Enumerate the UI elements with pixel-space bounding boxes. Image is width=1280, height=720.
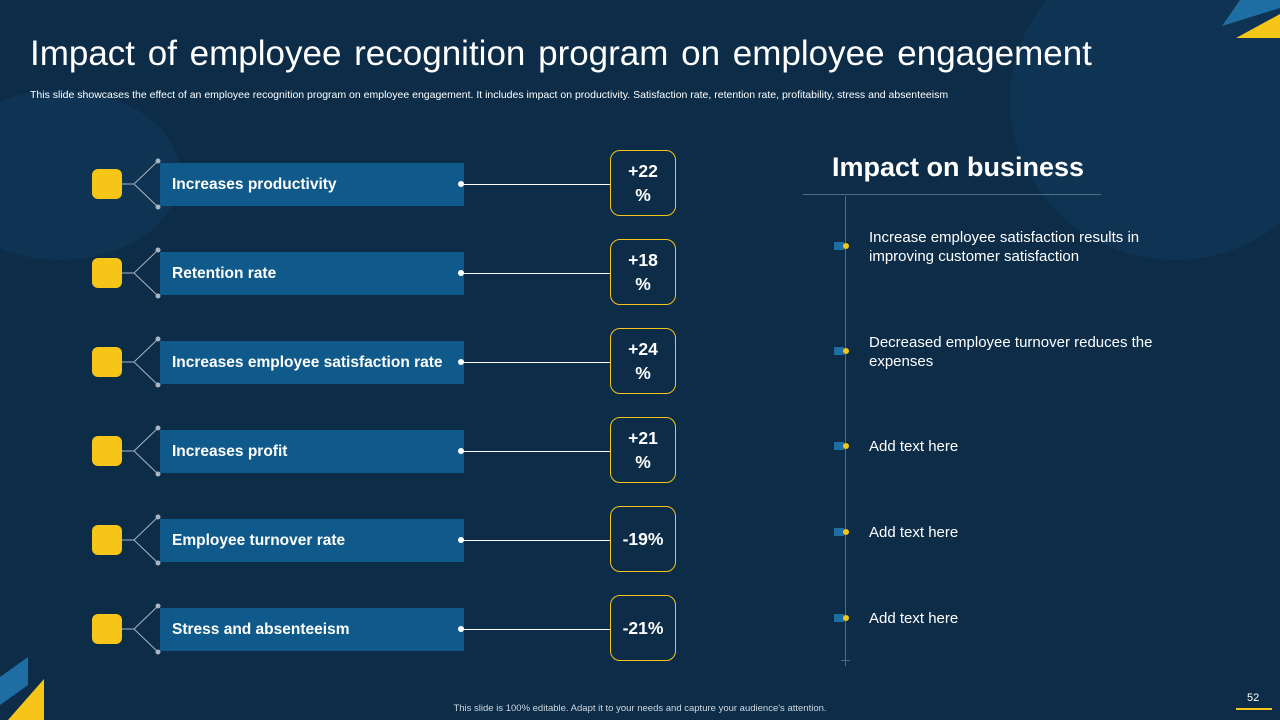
branch-connector-icon [122, 603, 161, 655]
timeline-bullet-icon [834, 440, 852, 452]
connector-dot [458, 270, 464, 276]
timeline-end-tick [841, 660, 850, 661]
metric-value-box: +24 % [610, 328, 676, 394]
yellow-square-icon [92, 347, 122, 377]
metric-label-box: Employee turnover rate [160, 519, 464, 562]
timeline-bullet-icon [834, 526, 852, 538]
section-divider [803, 194, 1101, 195]
metric-label: Increases employee satisfaction rate [172, 353, 443, 371]
branch-connector-icon [122, 514, 161, 566]
business-section-title: Impact on business [832, 152, 1085, 182]
connector-dot [458, 181, 464, 187]
metric-value: -21% [622, 618, 664, 638]
metric-label: Stress and absenteeism [172, 620, 350, 638]
yellow-square-icon [92, 614, 122, 644]
connector-dot [458, 626, 464, 632]
metric-value: -19% [622, 529, 664, 549]
page-number-underline [1236, 708, 1272, 710]
metric-row: Increases productivity +22 % [0, 149, 700, 219]
metric-label: Retention rate [172, 264, 277, 282]
metric-label-box: Increases profit [160, 430, 464, 473]
yellow-square-icon [92, 169, 122, 199]
connector-line [461, 273, 611, 274]
metric-label-box: Increases productivity [160, 163, 464, 206]
metric-value: +24 % [628, 339, 658, 383]
yellow-square-icon [92, 258, 122, 288]
corner-decoration-top-right [1222, 0, 1280, 38]
connector-line [461, 362, 611, 363]
business-item: Add text here [869, 438, 959, 455]
slide-title: Impact of employee recognition program o… [30, 34, 1092, 73]
metric-value-box: -21% [610, 595, 676, 661]
branch-connector-icon [122, 336, 161, 388]
metric-label: Increases profit [172, 442, 288, 460]
business-item: Add text here [869, 610, 959, 627]
page-number: 52 [1247, 692, 1260, 704]
metric-label-box: Retention rate [160, 252, 464, 295]
metric-label-box: Stress and absenteeism [160, 608, 464, 651]
metric-value-box: -19% [610, 506, 676, 572]
timeline-bullet-icon [834, 612, 852, 624]
footer-note: This slide is 100% editable. Adapt it to… [453, 703, 827, 714]
metric-row: Employee turnover rate -19% [0, 505, 700, 575]
metric-value: +21 % [628, 428, 658, 472]
corner-decoration-bottom-left [0, 657, 44, 720]
connector-line [461, 629, 611, 630]
metric-value-box: +18 % [610, 239, 676, 305]
connector-dot [458, 537, 464, 543]
connector-dot [458, 359, 464, 365]
metric-label: Increases productivity [172, 175, 337, 193]
business-item: Increase employee satisfaction results i… [869, 229, 1140, 265]
metric-row: Stress and absenteeism -21% [0, 594, 700, 664]
timeline-bullet-icon [834, 240, 852, 252]
yellow-square-icon [92, 436, 122, 466]
timeline-bullet-icon [834, 345, 852, 357]
timeline-line [845, 196, 846, 666]
metric-row: Increases employee satisfaction rate +24… [0, 327, 700, 397]
slide-subtitle: This slide showcases the effect of an em… [30, 89, 949, 101]
metric-label: Employee turnover rate [172, 531, 346, 549]
metric-row: Increases profit +21 % [0, 416, 700, 486]
connector-line [461, 184, 611, 185]
connector-line [461, 540, 611, 541]
business-item: Add text here [869, 524, 959, 541]
metric-value: +18 % [628, 250, 658, 294]
branch-connector-icon [122, 247, 161, 299]
metric-label-box: Increases employee satisfaction rate [160, 341, 464, 384]
metric-value-box: +21 % [610, 417, 676, 483]
metric-row: Retention rate +18 % [0, 238, 700, 308]
yellow-square-icon [92, 525, 122, 555]
metric-value-box: +22 % [610, 150, 676, 216]
branch-connector-icon [122, 425, 161, 477]
metric-value: +22 % [628, 161, 658, 205]
connector-dot [458, 448, 464, 454]
branch-connector-icon [122, 158, 161, 210]
connector-line [461, 451, 611, 452]
business-item: Decreased employee turnover reduces the … [869, 334, 1153, 370]
